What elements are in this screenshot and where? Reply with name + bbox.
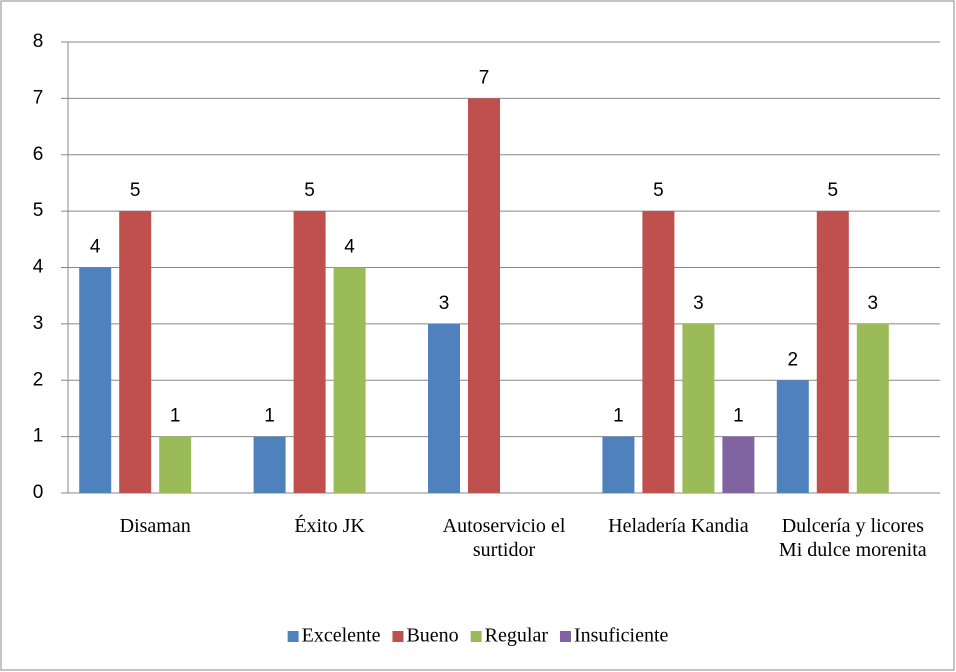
- data-label: 5: [304, 180, 315, 201]
- data-label: 4: [344, 237, 355, 258]
- data-label: 1: [733, 406, 744, 427]
- x-tick-label: Disaman: [120, 515, 191, 537]
- bar: [253, 436, 286, 493]
- bar: [602, 436, 635, 493]
- y-tick-label: 3: [33, 313, 44, 334]
- y-tick-label: 2: [33, 369, 44, 390]
- legend-label: Excelente: [302, 625, 381, 647]
- bar: [642, 211, 675, 493]
- legend-label: Bueno: [406, 625, 458, 647]
- bar: [293, 211, 326, 493]
- legend-swatch: [470, 631, 482, 642]
- y-tick-label: 5: [33, 200, 44, 221]
- data-label: 3: [693, 293, 704, 314]
- x-tick-label: Éxito JK: [294, 514, 365, 537]
- bar: [119, 211, 152, 493]
- y-tick-label: 1: [33, 426, 44, 447]
- data-label: 5: [130, 180, 141, 201]
- data-label: 7: [479, 67, 490, 88]
- data-label: 5: [653, 180, 664, 201]
- legend-label: Insuficiente: [574, 625, 669, 647]
- y-tick-label: 6: [33, 144, 44, 165]
- y-tick-label: 0: [33, 482, 44, 503]
- data-label: 5: [828, 180, 839, 201]
- data-label: 3: [439, 293, 450, 314]
- y-tick-label: 7: [33, 87, 44, 108]
- data-label: 3: [868, 293, 879, 314]
- bar: [333, 267, 366, 493]
- legend-swatch: [287, 631, 299, 642]
- data-label: 2: [788, 349, 799, 370]
- bar: [856, 323, 889, 493]
- bar: [468, 98, 500, 493]
- x-tick-label: Autoservicio el surtidor: [443, 515, 566, 561]
- data-label: 4: [90, 237, 101, 258]
- x-tick-label: Heladería Kandia: [608, 515, 749, 537]
- legend-swatch: [559, 631, 571, 642]
- data-label: 1: [613, 406, 624, 427]
- bar: [816, 211, 849, 493]
- bar: [722, 436, 755, 493]
- data-label: 1: [170, 406, 181, 427]
- x-tick-label: Dulcería y licores Mi dulce morenita: [779, 515, 927, 561]
- bar: [776, 380, 809, 493]
- bar: [79, 267, 112, 493]
- y-tick-label: 8: [33, 31, 44, 52]
- legend-swatch: [392, 631, 404, 642]
- bar: [428, 323, 460, 493]
- legend-label: Regular: [485, 625, 549, 647]
- y-tick-label: 4: [33, 257, 44, 278]
- data-label: 1: [264, 406, 275, 427]
- bar: [682, 323, 715, 493]
- bar: [159, 436, 192, 493]
